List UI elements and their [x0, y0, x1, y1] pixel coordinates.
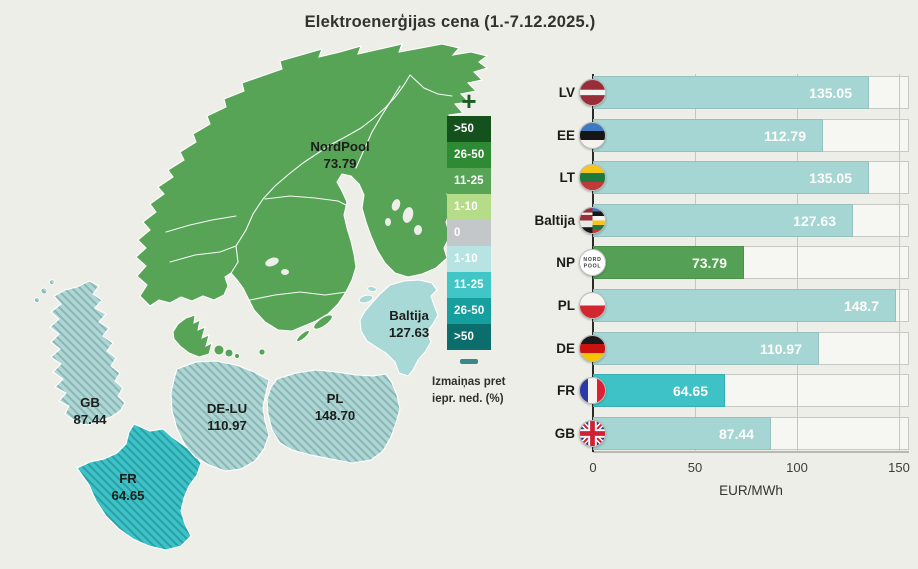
row-label-baltija: Baltija — [534, 213, 575, 228]
legend-caption: Izmaiņas pret iepr. ned. (%) — [432, 374, 542, 408]
legend-item-7: 26-50 — [447, 298, 491, 324]
bar-baltija: 127.63 — [593, 204, 853, 237]
row-label-lv: LV — [558, 85, 575, 100]
legend-item-5: 1-10 — [447, 246, 491, 272]
bar-pl: 148.7 — [593, 289, 896, 322]
de-flag-icon — [579, 335, 606, 362]
map-label-baltija: Baltija — [389, 308, 429, 323]
map-value-pl: 148.70 — [315, 408, 355, 423]
map-label-pl: PL — [327, 391, 344, 406]
bar-fr: 64.65 — [593, 374, 725, 407]
x-axis-line — [593, 451, 909, 453]
legend-caption-line2: iepr. ned. (%) — [432, 393, 504, 405]
baltics-flag-icon — [579, 207, 606, 234]
map-region-de-lu — [170, 360, 270, 472]
legend-item-6: 11-25 — [447, 272, 491, 298]
bar-gb: 87.44 — [593, 417, 771, 450]
fr-flag-icon — [579, 377, 606, 404]
gridline-150 — [899, 74, 900, 452]
page-title: Elektroenerģijas cena (1.-7.12.2025.) — [304, 13, 596, 31]
map-label-nordpool: NordPool — [310, 139, 369, 154]
map-label-fr: FR — [119, 471, 137, 486]
row-label-np: NP — [556, 255, 575, 270]
map-region-baltija — [358, 279, 439, 377]
map-value-baltija: 127.63 — [389, 325, 429, 340]
svg-text:NORD: NORD — [583, 257, 601, 263]
lt-flag-icon — [579, 164, 606, 191]
map-value-de: 110.97 — [207, 418, 247, 433]
map-label-gb: GB — [80, 395, 100, 410]
lv-flag-icon — [579, 79, 606, 106]
x-tick-150: 150 — [888, 460, 910, 475]
row-label-pl: PL — [557, 298, 575, 313]
electricity-price-map: NordPool 73.79 Baltija 127.63 PL 148.70 DE-LU 1… — [34, 43, 489, 551]
legend-scale: + >50 26-50 11-25 1-10 0 1-10 11-25 26-50 >50 — [447, 88, 491, 364]
gridline-100 — [797, 74, 798, 452]
gb-flag-icon — [579, 420, 606, 447]
ee-flag-icon — [579, 122, 606, 149]
bar-np: 73.79 — [593, 246, 744, 279]
legend-plus-sign: + — [461, 86, 477, 116]
row-label-fr: FR — [557, 383, 575, 398]
legend-item-8: >50 — [447, 324, 491, 350]
x-tick-50: 50 — [687, 460, 703, 475]
legend-item-2: 11-25 — [447, 168, 491, 194]
bar-lv: 135.05 — [593, 76, 869, 109]
map-value-nordpool: 73.79 — [323, 156, 356, 171]
legend-item-1: 26-50 — [447, 142, 491, 168]
bar-ee: 112.79 — [593, 119, 823, 152]
map-region-nordpool — [135, 43, 489, 359]
legend-item-0: >50 — [447, 116, 491, 142]
nordpool-flag-icon: NORD POOL — [579, 249, 606, 276]
svg-text:POOL: POOL — [584, 263, 602, 269]
pl-flag-icon — [579, 292, 606, 319]
row-label-ee: EE — [556, 128, 575, 143]
legend-caption-line1: Izmaiņas pret — [432, 376, 506, 388]
bar-de: 110.97 — [593, 332, 819, 365]
x-tick-0: 0 — [589, 460, 597, 475]
x-axis-title: EUR/MWh — [719, 483, 783, 498]
row-label-lt: LT — [559, 170, 576, 185]
legend-item-4: 0 — [447, 220, 491, 246]
map-region-fr — [76, 423, 202, 551]
x-tick-100: 100 — [786, 460, 808, 475]
map-value-fr: 64.65 — [111, 488, 144, 503]
map-region-gb — [34, 279, 126, 426]
map-label-de: DE-LU — [207, 401, 247, 416]
bar-lt: 135.05 — [593, 161, 869, 194]
row-label-gb: GB — [554, 426, 575, 441]
map-region-pl — [266, 369, 401, 464]
row-label-de: DE — [556, 341, 575, 356]
legend-item-3: 1-10 — [447, 194, 491, 220]
map-value-gb: 87.44 — [73, 412, 107, 427]
legend-minus-sign — [460, 359, 478, 364]
